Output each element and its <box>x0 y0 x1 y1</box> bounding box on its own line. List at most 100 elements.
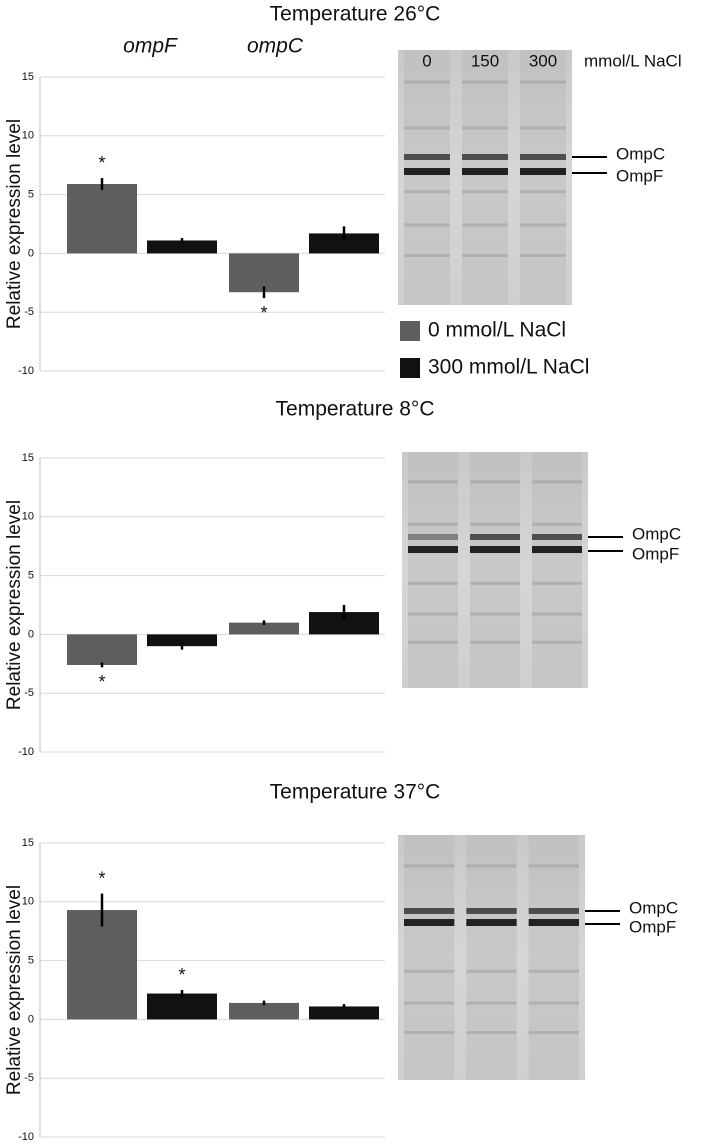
gel-faint-band <box>470 480 520 484</box>
gel-lane <box>470 452 520 688</box>
gel-faint-band <box>466 1001 517 1005</box>
chart-title: Temperature 8°C <box>276 398 435 421</box>
chart-title: Temperature 37°C <box>270 781 441 804</box>
y-tick-label: -10 <box>18 365 34 377</box>
gel-band <box>532 546 582 553</box>
y-tick-label: 5 <box>28 189 34 201</box>
gel-faint-band <box>532 640 582 644</box>
gel-faint-band <box>404 126 450 130</box>
gel-faint-band <box>466 969 517 973</box>
y-tick-label: 10 <box>22 130 34 142</box>
gel-faint-band <box>404 223 450 227</box>
y-tick-label: 5 <box>28 570 34 582</box>
gel-faint-band <box>470 581 520 585</box>
gel-faint-band <box>528 1001 579 1005</box>
y-tick-label: 15 <box>22 837 34 849</box>
legend-label: 300 mmol/L NaCl <box>428 356 589 379</box>
significance-mark: * <box>98 868 105 888</box>
lane-label: 0 <box>422 51 431 70</box>
gel-faint-band <box>404 864 455 868</box>
gel-faint-band <box>520 223 566 227</box>
gel-faint-band <box>466 864 517 868</box>
band-label: OmpF <box>616 166 663 185</box>
bar <box>67 634 137 665</box>
y-tick-label: 10 <box>22 896 34 908</box>
gel-faint-band <box>470 640 520 644</box>
y-tick-label: 0 <box>28 628 34 640</box>
bar <box>147 993 217 1020</box>
gel-faint-band <box>408 612 458 616</box>
gel-faint-band <box>528 969 579 973</box>
y-tick-label: -5 <box>24 306 34 318</box>
gel-band <box>462 154 508 160</box>
bar <box>147 634 217 647</box>
gel-image <box>398 835 585 1080</box>
gel-band <box>532 534 582 540</box>
gel-band <box>520 168 566 175</box>
y-tick-label: -5 <box>24 1072 34 1084</box>
gel-faint-band <box>520 80 566 84</box>
y-tick-label: 5 <box>28 955 34 967</box>
y-axis-label: Relative expression level <box>4 119 25 329</box>
gel-faint-band <box>408 640 458 644</box>
gel-faint-band <box>404 190 450 194</box>
band-label: OmpC <box>629 898 678 917</box>
bar <box>67 910 137 1020</box>
bar <box>67 184 137 254</box>
bar <box>309 1006 379 1020</box>
gel-band <box>404 168 450 175</box>
gel-band <box>466 919 517 926</box>
band-label: OmpF <box>629 917 676 936</box>
y-tick-label: 15 <box>22 452 34 464</box>
significance-mark: * <box>98 153 105 173</box>
gel-faint-band <box>408 480 458 484</box>
gel-faint-band <box>528 864 579 868</box>
gel-lane <box>404 835 455 1080</box>
bar <box>309 233 379 254</box>
lane-label: 300 <box>529 51 557 70</box>
y-tick-label: -10 <box>18 1131 34 1143</box>
gel-band <box>470 546 520 553</box>
gel-band <box>404 908 455 914</box>
gel-band <box>470 534 520 540</box>
gel-faint-band <box>466 1031 517 1034</box>
gel-band <box>520 154 566 160</box>
y-axis-label: Relative expression level <box>4 500 25 710</box>
y-tick-label: 0 <box>28 247 34 259</box>
gel-faint-band <box>404 969 455 973</box>
gel-faint-band <box>404 80 450 84</box>
chart-title: Temperature 26°C <box>270 3 441 26</box>
y-tick-label: 0 <box>28 1013 34 1025</box>
gel-band <box>404 919 455 926</box>
gel-lane <box>528 835 579 1080</box>
gel-faint-band <box>404 1001 455 1005</box>
legend-swatch <box>400 358 420 378</box>
lane-label: 150 <box>471 51 499 70</box>
gel-faint-band <box>462 254 508 257</box>
y-tick-label: 15 <box>22 71 34 83</box>
gel-band <box>408 546 458 553</box>
gel-band <box>528 919 579 926</box>
significance-mark: * <box>178 965 185 985</box>
gel-lane <box>462 50 508 305</box>
gel-faint-band <box>528 1031 579 1034</box>
gel-faint-band <box>462 126 508 130</box>
gel-faint-band <box>470 522 520 526</box>
band-label: OmpF <box>632 544 679 563</box>
y-tick-label: -10 <box>18 746 34 758</box>
significance-mark: * <box>260 303 267 323</box>
category-label: ompC <box>247 35 304 58</box>
y-tick-label: 10 <box>22 511 34 523</box>
gel-faint-band <box>462 80 508 84</box>
significance-mark: * <box>98 672 105 692</box>
gel-band <box>408 534 458 540</box>
lane-unit: mmol/L NaCl <box>584 51 682 70</box>
gel-faint-band <box>408 581 458 585</box>
gel-faint-band <box>470 612 520 616</box>
gel-band <box>528 908 579 914</box>
gel-lane <box>532 452 582 688</box>
gel-faint-band <box>532 612 582 616</box>
gel-faint-band <box>404 1031 455 1034</box>
gel-image <box>402 452 588 688</box>
band-label: OmpC <box>616 144 665 163</box>
